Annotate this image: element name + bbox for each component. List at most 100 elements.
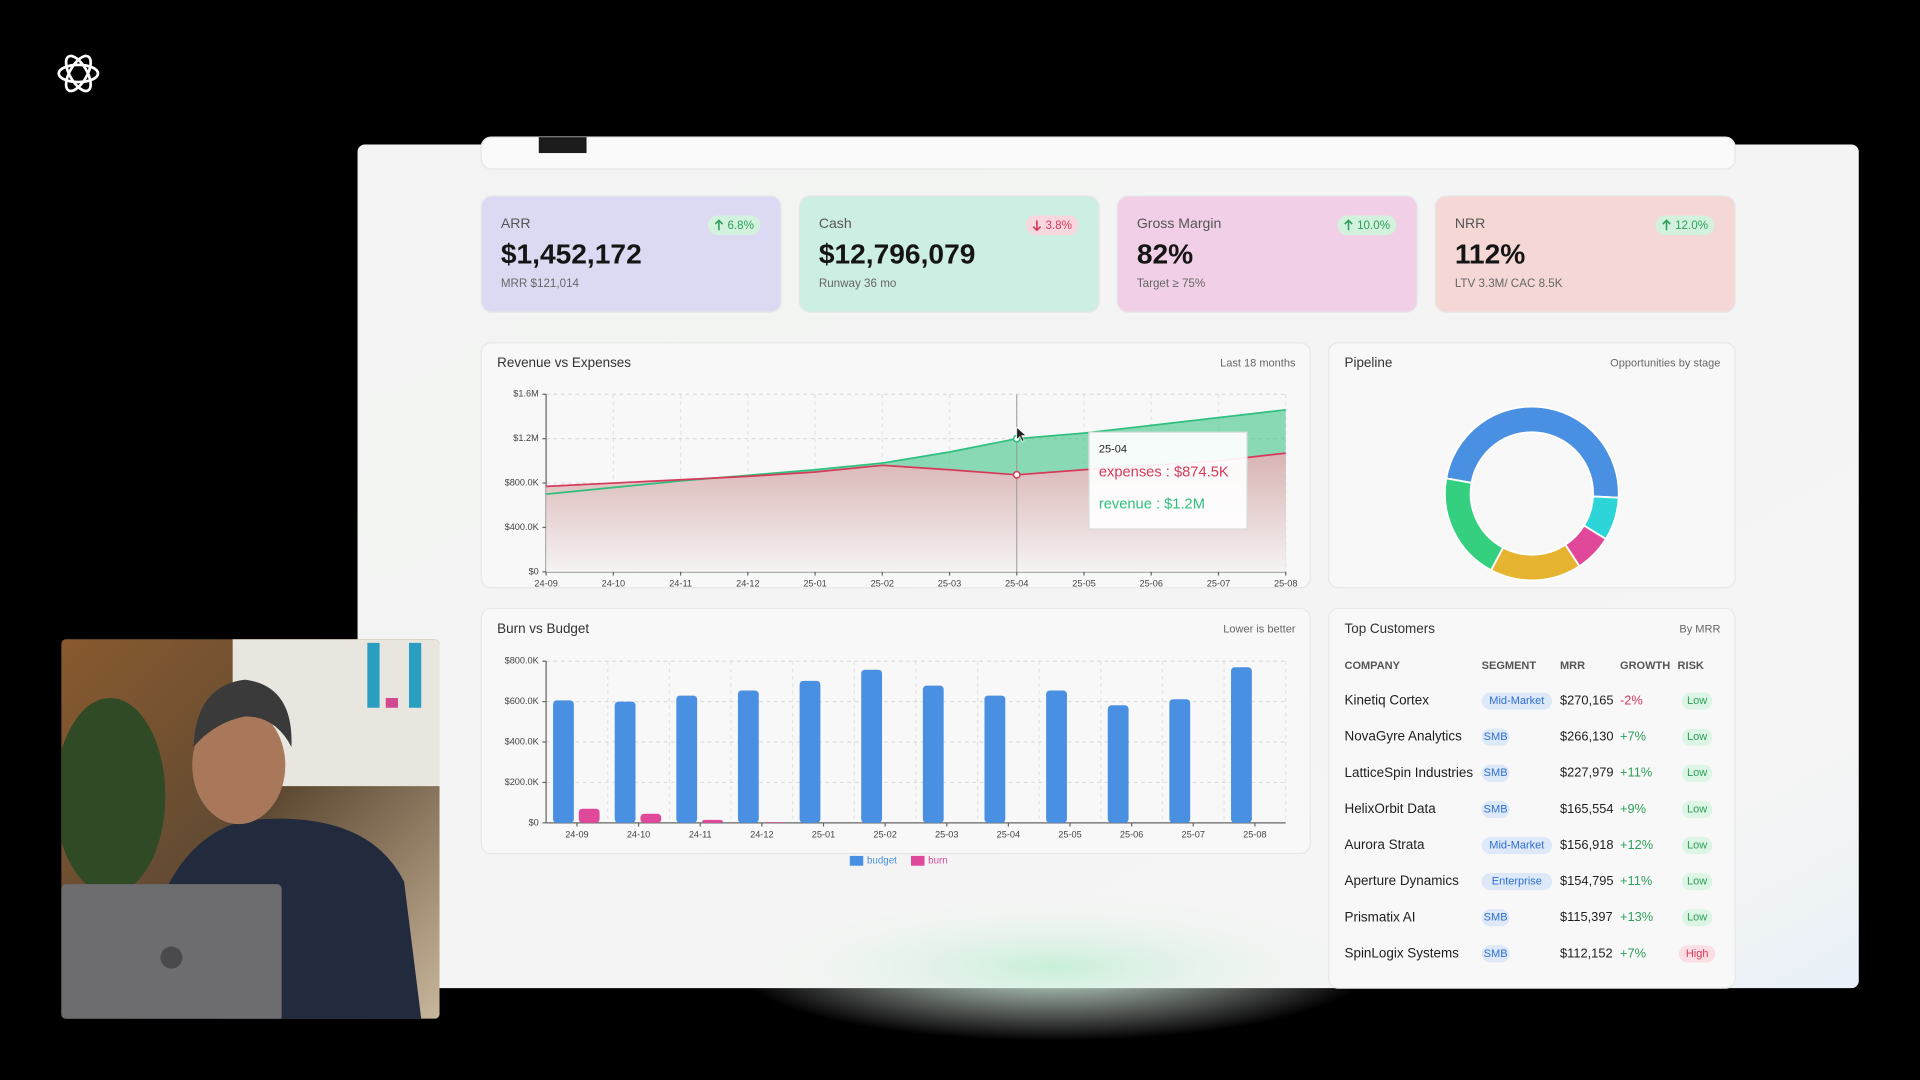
segment: Mid-Market	[1489, 695, 1544, 707]
table-subtitle: By MRR	[1679, 623, 1720, 635]
bar	[737, 690, 759, 823]
company: Aperture Dynamics	[1344, 873, 1459, 888]
charts: Revenue vs Expenses Last 18 months $0 $400.…	[497, 355, 1720, 866]
growth: +13%	[1620, 909, 1653, 924]
growth: +11%	[1620, 873, 1652, 888]
mrr: $115,397	[1560, 909, 1613, 924]
chart-subtitle: Lower is better	[1223, 623, 1296, 635]
hover-dot	[1012, 470, 1021, 479]
kpi-label: NRR	[1455, 215, 1486, 231]
y-tick-label: $800.0K	[505, 656, 540, 666]
kpi-sub: Runway 36 mo	[819, 277, 897, 290]
risk: Low	[1687, 876, 1707, 888]
risk-badge	[1681, 909, 1713, 927]
column-header: RISK	[1678, 660, 1704, 672]
y-tick-label: $400.0K	[505, 736, 540, 746]
x-tick-label: 24-10	[627, 830, 650, 840]
segment: SMB	[1484, 731, 1508, 743]
risk: Low	[1687, 912, 1707, 924]
growth: -2%	[1620, 692, 1643, 707]
segment: Enterprise	[1492, 876, 1542, 888]
column-header: GROWTH	[1620, 660, 1670, 672]
kpi-row: ARR $1,452,172 MRR $121,014 6.8% Cash $12,796…	[480, 195, 1736, 313]
series-line	[546, 408, 1286, 496]
kpi-label: Cash	[819, 215, 852, 231]
growth: +7%	[1620, 729, 1646, 744]
segment: SMB	[1484, 912, 1508, 924]
y-tick-label: $0	[529, 566, 539, 576]
tooltip-series: revenue	[1099, 496, 1152, 512]
company: SpinLogix Systems	[1344, 945, 1459, 960]
segment: SMB	[1484, 803, 1508, 815]
x-tick-label: 25-06	[1140, 579, 1163, 589]
risk: High	[1686, 948, 1709, 960]
kpi-delta-badge	[1655, 215, 1715, 236]
x-tick-label: 24-09	[534, 579, 557, 589]
x-tick-label: 24-11	[669, 579, 692, 589]
company: LatticeSpin Industries	[1344, 765, 1473, 780]
bar	[578, 808, 600, 823]
tooltip-title: 25-04	[1099, 443, 1127, 455]
card	[1327, 342, 1736, 589]
company: Aurora Strata	[1344, 837, 1425, 852]
segment-badge	[1481, 945, 1510, 963]
background-glow	[734, 893, 1372, 1041]
risk-badge	[1681, 836, 1713, 855]
segment-badge	[1481, 873, 1553, 891]
kpi-delta: 6.8%	[727, 219, 754, 232]
risk: Low	[1687, 731, 1707, 743]
bar	[984, 695, 1006, 823]
bar	[1107, 705, 1129, 823]
tooltip-item: expenses : $874.5K	[1099, 465, 1229, 481]
segment: Mid-Market	[1489, 839, 1544, 851]
x-tick-label: 25-01	[812, 830, 835, 840]
bar	[861, 669, 883, 823]
chart-title: Burn vs Budget	[497, 621, 589, 636]
tooltip-sep: :	[1152, 496, 1164, 512]
bar	[763, 822, 785, 823]
x-tick-label: 24-11	[689, 830, 712, 840]
growth: +7%	[1620, 945, 1646, 960]
x-tick-label: 25-06	[1120, 830, 1143, 840]
x-tick-label: 24-12	[750, 830, 773, 840]
bar	[1046, 690, 1067, 823]
risk-badge	[1681, 800, 1713, 818]
x-tick-label: 25-08	[1274, 579, 1297, 589]
x-tick-label: 25-02	[873, 830, 896, 840]
risk-badge	[1681, 873, 1713, 891]
x-tick-label: 25-02	[871, 579, 894, 589]
tooltip-series: expenses	[1099, 465, 1162, 481]
bar	[1169, 699, 1191, 823]
bar	[614, 701, 636, 823]
legend-label: burn	[928, 855, 948, 866]
kpi-value: 82%	[1137, 238, 1193, 269]
bar	[922, 685, 944, 823]
risk-badge	[1681, 692, 1713, 710]
x-tick-label: 25-04	[1005, 579, 1028, 589]
growth: +11%	[1620, 765, 1652, 780]
column-header: MRR	[1560, 660, 1585, 672]
x-tick-label: 25-05	[1058, 830, 1081, 840]
mrr: $165,554	[1560, 801, 1614, 816]
x-tick-label: 25-07	[1182, 830, 1205, 840]
header-bar	[480, 136, 1736, 170]
column-header: SEGMENT	[1482, 660, 1537, 672]
kpi-delta-arrow	[1662, 219, 1671, 231]
x-tick-label: 24-12	[736, 579, 759, 589]
tooltip-item: revenue : $1.2M	[1099, 496, 1205, 512]
kpi-delta: 12.0%	[1675, 219, 1708, 232]
tooltip-value: $1.2M	[1164, 496, 1205, 512]
risk: Low	[1687, 695, 1707, 707]
mrr: $266,130	[1560, 729, 1614, 744]
tooltip-sep: :	[1162, 465, 1174, 481]
y-tick-label: $1.6M	[513, 389, 539, 399]
mrr: $154,795	[1560, 873, 1614, 888]
risk-badge	[1681, 728, 1713, 746]
header-tab	[538, 137, 587, 154]
y-tick-label: $600.0K	[505, 696, 540, 706]
x-tick-label: 25-04	[997, 830, 1020, 840]
kpi-value: 112%	[1455, 238, 1525, 269]
kpi-delta-arrow	[714, 219, 724, 231]
x-tick-label: 25-03	[935, 830, 958, 840]
bar	[702, 819, 723, 823]
